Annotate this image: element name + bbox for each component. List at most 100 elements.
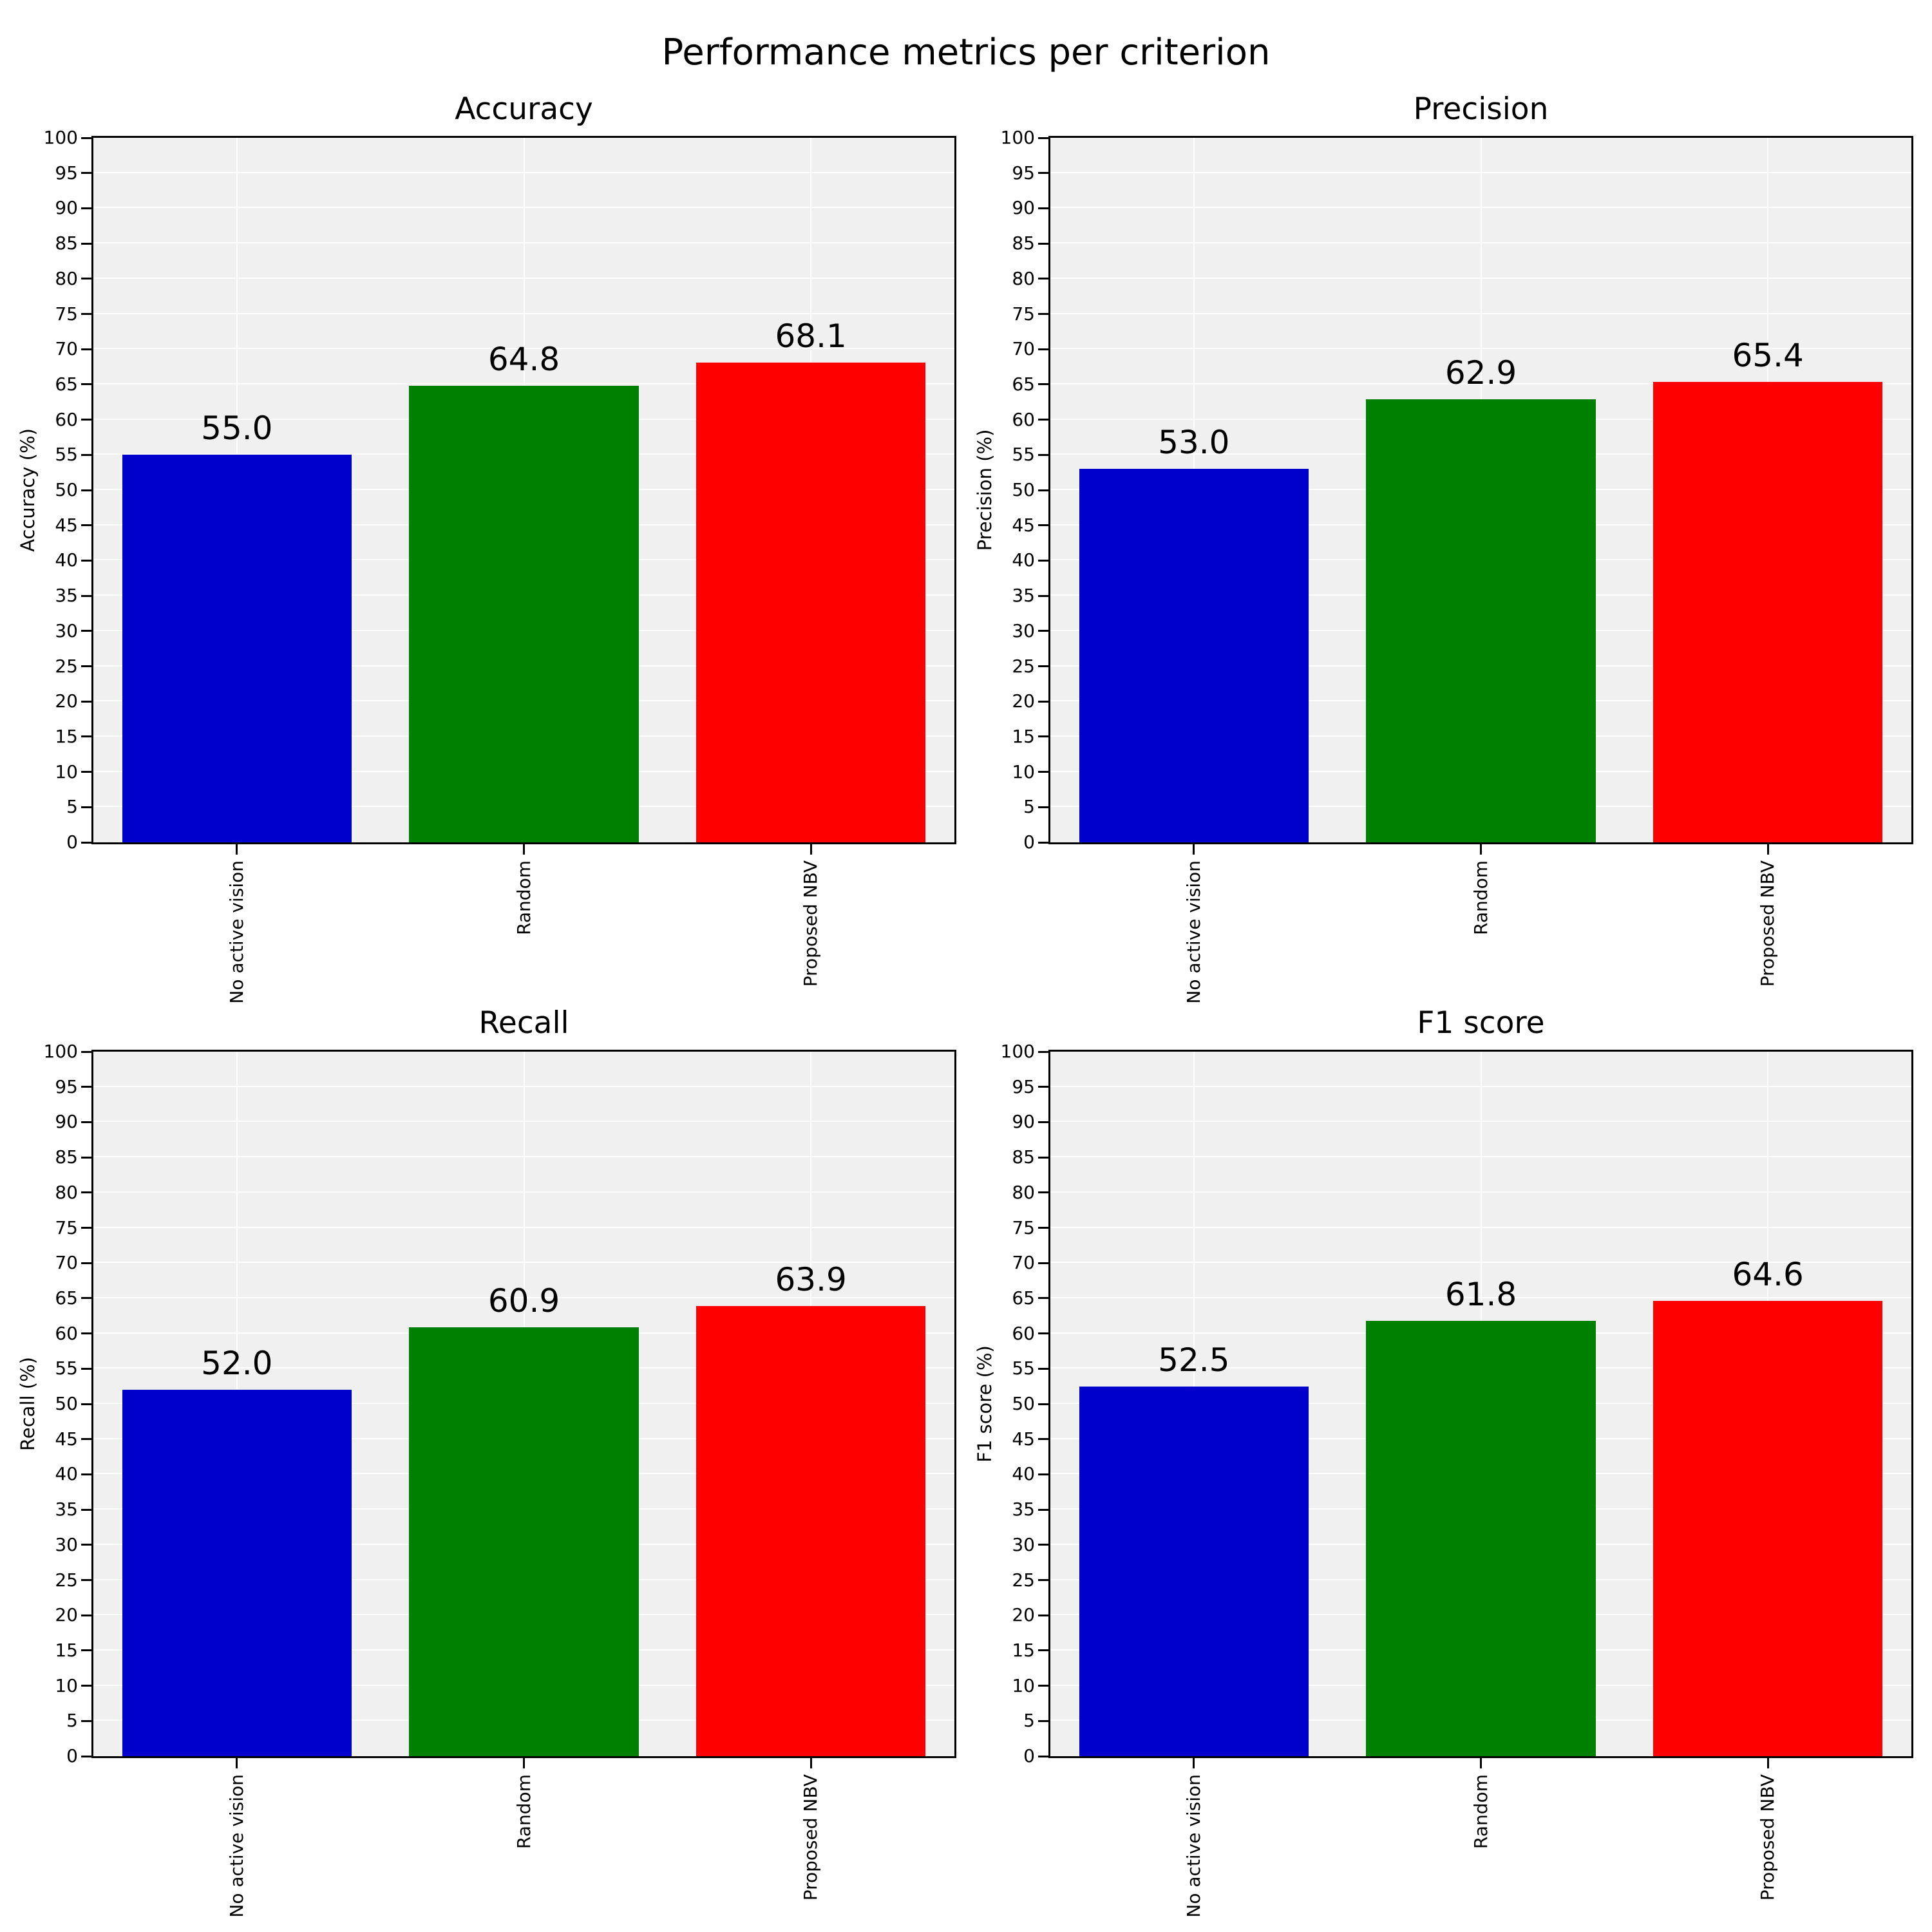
y-tick-mark [1038, 1121, 1048, 1123]
y-tick-label: 20 [55, 690, 78, 712]
y-tick-label: 70 [55, 338, 78, 360]
y-tick-label: 70 [1012, 338, 1035, 360]
y-tick-label: 50 [1012, 1393, 1035, 1414]
y-tick-label: 20 [1012, 1604, 1035, 1626]
y-tick-label: 0 [1023, 831, 1035, 853]
y-tick-label: 60 [1012, 1322, 1035, 1344]
y-tick-mark [81, 1297, 91, 1300]
y-tick-mark [1038, 313, 1048, 315]
y-tick-mark [81, 630, 91, 632]
y-tick-label: 30 [1012, 620, 1035, 641]
y-tick-mark [81, 665, 91, 667]
y-tick-mark [81, 1262, 91, 1264]
x-tick-label: Random [1470, 860, 1492, 935]
x-tick-mark [1480, 1758, 1482, 1768]
y-tick-mark [81, 1473, 91, 1475]
y-tick-mark [81, 172, 91, 175]
y-tick-mark [81, 1403, 91, 1405]
bar-2 [1366, 399, 1596, 842]
y-tick-label: 95 [55, 1075, 78, 1097]
subplot-f1-score: F1 score F1 score (%) 52.5 61.8 64.6 0 5 10 15… [974, 1005, 1913, 1918]
y-tick-mark [81, 1367, 91, 1370]
y-tick-mark [1038, 1332, 1048, 1335]
y-tick-label: 35 [1012, 585, 1035, 607]
y-tick-mark [81, 419, 91, 421]
y-tick-label: 25 [1012, 655, 1035, 677]
y-tick-label: 15 [55, 1639, 78, 1661]
y-tick-label: 0 [1023, 1745, 1035, 1766]
y-tick-mark [1038, 172, 1048, 175]
bar-3 [1653, 1301, 1883, 1756]
y-tick-label: 80 [55, 1181, 78, 1203]
x-tick-mark [236, 1758, 238, 1768]
y-tick-label: 10 [55, 761, 78, 782]
y-tick-mark [1038, 1473, 1048, 1475]
y-tick-mark [1038, 841, 1048, 844]
subplot-accuracy: Accuracy Accuracy (%) 55.0 64.8 68.1 0 5 10 15… [17, 91, 956, 1004]
y-tick-label: 95 [1012, 162, 1035, 184]
x-tick-mark [1766, 1758, 1769, 1768]
x-tick-label: Random [513, 1774, 535, 1849]
y-tick-mark [81, 735, 91, 738]
y-tick-label: 60 [55, 1322, 78, 1344]
y-tick-mark [1038, 700, 1048, 703]
subplot-title: F1 score [1417, 1005, 1545, 1041]
y-tick-mark [1038, 806, 1048, 808]
y-tick-label: 70 [55, 1252, 78, 1274]
bar-3 [1653, 381, 1883, 842]
y-tick-label: 45 [55, 514, 78, 536]
y-tick-mark [81, 207, 91, 209]
bar-value-label: 64.6 [1732, 1256, 1804, 1294]
y-tick-mark [81, 524, 91, 527]
subplot-title: Precision [1413, 91, 1549, 127]
bar-value-label: 62.9 [1444, 354, 1517, 392]
y-tick-label: 65 [1012, 1287, 1035, 1309]
y-tick-label: 95 [55, 162, 78, 184]
bar-value-label: 60.9 [488, 1282, 560, 1320]
y-tick-label: 55 [55, 1358, 78, 1379]
y-tick-label: 45 [55, 1428, 78, 1450]
bar-value-label: 52.5 [1158, 1341, 1230, 1379]
subplot-title: Accuracy [455, 91, 593, 127]
y-tick-label: 35 [1012, 1499, 1035, 1520]
y-tick-label: 30 [1012, 1533, 1035, 1555]
y-tick-label: 50 [1012, 479, 1035, 500]
bar-1 [122, 455, 352, 842]
x-tick-mark [810, 1758, 812, 1768]
bar-1 [1079, 1386, 1309, 1756]
y-tick-mark [81, 806, 91, 808]
y-tick-mark [1038, 1649, 1048, 1652]
bar-value-label: 68.1 [775, 317, 847, 355]
y-tick-mark [81, 1614, 91, 1616]
bar-value-label: 52.0 [201, 1345, 273, 1383]
y-tick-mark [81, 1685, 91, 1687]
y-tick-label: 10 [1012, 761, 1035, 782]
y-tick-label: 5 [1023, 796, 1035, 818]
y-tick-mark [1038, 1403, 1048, 1405]
y-tick-label: 100 [43, 1041, 78, 1062]
y-tick-label: 15 [1012, 725, 1035, 747]
bar-1 [122, 1390, 352, 1756]
y-tick-label: 75 [55, 303, 78, 325]
y-tick-mark [1038, 1191, 1048, 1194]
subplot-title: Recall [478, 1005, 569, 1041]
y-tick-label: 70 [1012, 1252, 1035, 1274]
y-tick-label: 100 [1000, 1041, 1035, 1062]
y-tick-mark [81, 1227, 91, 1229]
y-tick-mark [81, 313, 91, 315]
x-tick-mark [236, 844, 238, 855]
y-tick-label: 25 [55, 1569, 78, 1591]
bar-3 [696, 363, 926, 842]
y-tick-label: 90 [55, 197, 78, 219]
y-tick-label: 90 [55, 1111, 78, 1133]
y-tick-mark [81, 1332, 91, 1335]
bar-value-label: 64.8 [488, 341, 560, 379]
y-tick-mark [81, 137, 91, 139]
x-tick-mark [1193, 844, 1195, 855]
y-tick-mark [1038, 278, 1048, 280]
y-tick-label: 10 [1012, 1674, 1035, 1696]
bar-3 [696, 1305, 926, 1756]
y-tick-mark [1038, 1544, 1048, 1546]
y-tick-mark [1038, 771, 1048, 773]
y-tick-mark [1038, 630, 1048, 632]
